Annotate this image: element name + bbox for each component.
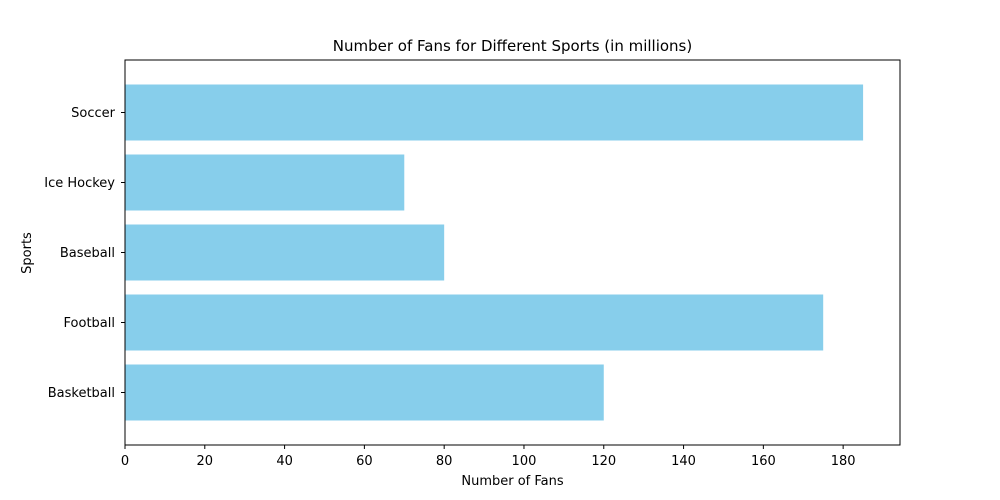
x-tick-label: 180 xyxy=(831,454,856,469)
y-tick-label: Soccer xyxy=(71,106,115,121)
x-tick-label: 0 xyxy=(121,454,129,469)
x-tick-label: 160 xyxy=(751,454,776,469)
chart-title: Number of Fans for Different Sports (in … xyxy=(333,37,692,55)
x-tick-label: 60 xyxy=(356,454,373,469)
y-axis: Basketball Football Baseball Ice Hockey Socc… xyxy=(44,106,125,401)
y-axis-label: Sports xyxy=(20,232,35,274)
x-axis: 0 20 40 60 80 100 120 140 160 180 xyxy=(121,445,856,469)
y-tick-label: Basketball xyxy=(48,386,115,401)
x-tick-label: 140 xyxy=(671,454,696,469)
y-tick-label: Ice Hockey xyxy=(44,176,115,191)
x-axis-label: Number of Fans xyxy=(461,474,564,489)
x-tick-label: 80 xyxy=(436,454,453,469)
y-tick-label: Baseball xyxy=(60,246,115,261)
bar-soccer xyxy=(125,84,864,141)
bars-group xyxy=(125,84,864,421)
bar-basketball xyxy=(125,364,604,421)
x-tick-label: 100 xyxy=(512,454,537,469)
bar-football xyxy=(125,294,824,351)
bar-baseball xyxy=(125,224,445,281)
x-tick-label: 120 xyxy=(591,454,616,469)
bar-ice-hockey xyxy=(125,154,405,211)
x-tick-label: 20 xyxy=(197,454,214,469)
x-tick-label: 40 xyxy=(276,454,293,469)
y-tick-label: Football xyxy=(64,316,115,331)
